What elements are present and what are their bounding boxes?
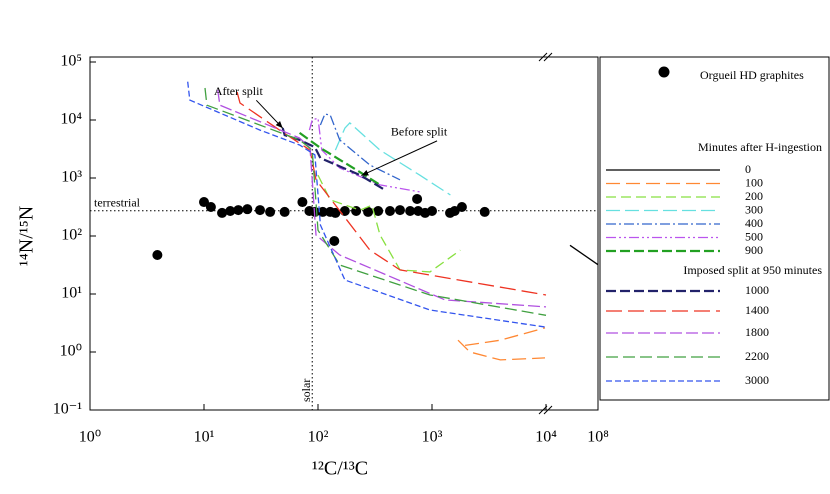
series-line bbox=[217, 89, 547, 308]
scatter-point bbox=[330, 207, 341, 218]
legend-label: 1400 bbox=[745, 303, 769, 317]
scatter-point bbox=[317, 206, 328, 217]
scatter-point bbox=[279, 206, 290, 217]
scatter-point bbox=[297, 197, 308, 208]
series-line bbox=[308, 117, 420, 193]
scatter-point bbox=[384, 205, 395, 216]
legend-label: 900 bbox=[745, 243, 763, 257]
legend-label: 0 bbox=[745, 162, 751, 176]
x-tick-label: 10⁰ bbox=[79, 429, 101, 446]
series-line bbox=[281, 127, 386, 191]
legend-label: 300 bbox=[745, 202, 763, 216]
reference-label: terrestrial bbox=[94, 196, 141, 210]
series-line bbox=[236, 91, 547, 296]
legend-label: 200 bbox=[745, 189, 763, 203]
y-tick-label: 10³ bbox=[61, 169, 82, 186]
x-tick-label: 10² bbox=[308, 429, 329, 446]
legend-label: 1000 bbox=[745, 283, 769, 297]
annotation: Before split bbox=[391, 125, 448, 139]
scatter-point bbox=[412, 193, 423, 204]
reference-label: solar bbox=[299, 379, 313, 402]
scatter-point bbox=[456, 202, 467, 213]
scatter-point bbox=[205, 202, 216, 213]
x-tick-label: 10⁴ bbox=[535, 429, 557, 446]
legend-marker bbox=[658, 66, 670, 78]
scatter-point bbox=[339, 205, 350, 216]
y-tick-label: 10⁴ bbox=[60, 111, 82, 128]
scatter-point bbox=[329, 235, 340, 246]
legend-heading: Minutes after H-ingestion bbox=[698, 140, 822, 154]
scatter-point bbox=[373, 205, 384, 216]
legend-label: 500 bbox=[745, 229, 763, 243]
y-tick-label: 10² bbox=[61, 227, 82, 244]
annotation: After split bbox=[214, 84, 264, 98]
axis-break bbox=[538, 52, 553, 415]
legend-label: 1800 bbox=[745, 325, 769, 339]
legend-label: Orgueil HD graphites bbox=[700, 68, 804, 82]
y-axis-label: ¹⁴N/¹⁵N bbox=[16, 206, 38, 266]
scatter-point bbox=[405, 205, 416, 216]
series-line bbox=[204, 87, 547, 316]
scatter-point bbox=[217, 207, 228, 218]
x-tick-label: 10⁸ bbox=[587, 429, 609, 446]
legend-label: 3000 bbox=[745, 373, 769, 387]
series-line bbox=[457, 327, 546, 361]
scatter-point bbox=[233, 205, 244, 216]
scatter-point bbox=[152, 250, 163, 261]
y-tick-label: 10¹ bbox=[61, 285, 82, 302]
scatter-point bbox=[427, 205, 437, 216]
scatter-point bbox=[199, 197, 209, 208]
series-line bbox=[334, 121, 451, 196]
scatter-point bbox=[225, 205, 236, 216]
x-axis-label: ¹²C/¹³C bbox=[312, 458, 368, 480]
x-tick-label: 10³ bbox=[422, 429, 443, 446]
legend-label: 400 bbox=[745, 216, 763, 230]
scatter-point bbox=[479, 206, 490, 217]
scatter-point bbox=[395, 205, 406, 216]
series-line bbox=[569, 244, 599, 266]
y-tick-label: 10⁰ bbox=[60, 343, 82, 360]
legend-box bbox=[599, 56, 830, 401]
y-tick-label: 10⁻¹ bbox=[53, 401, 82, 418]
scatter-point bbox=[265, 206, 276, 217]
scatter-point bbox=[255, 205, 266, 216]
series-line bbox=[298, 132, 381, 186]
series-line bbox=[319, 113, 401, 181]
legend-label: 100 bbox=[745, 175, 763, 189]
series-line bbox=[187, 81, 546, 328]
series-line bbox=[317, 174, 461, 273]
legend-label: 2200 bbox=[745, 349, 769, 363]
legend-heading: Imposed split at 950 minutes bbox=[683, 263, 822, 277]
x-tick-label: 10¹ bbox=[194, 429, 215, 446]
scatter-point bbox=[242, 204, 253, 215]
plot-frame bbox=[89, 56, 599, 411]
annotation-arrow bbox=[255, 99, 284, 129]
y-tick-label: 10⁵ bbox=[60, 53, 82, 70]
scatter-point bbox=[363, 206, 374, 217]
annotation-arrow bbox=[361, 140, 438, 177]
